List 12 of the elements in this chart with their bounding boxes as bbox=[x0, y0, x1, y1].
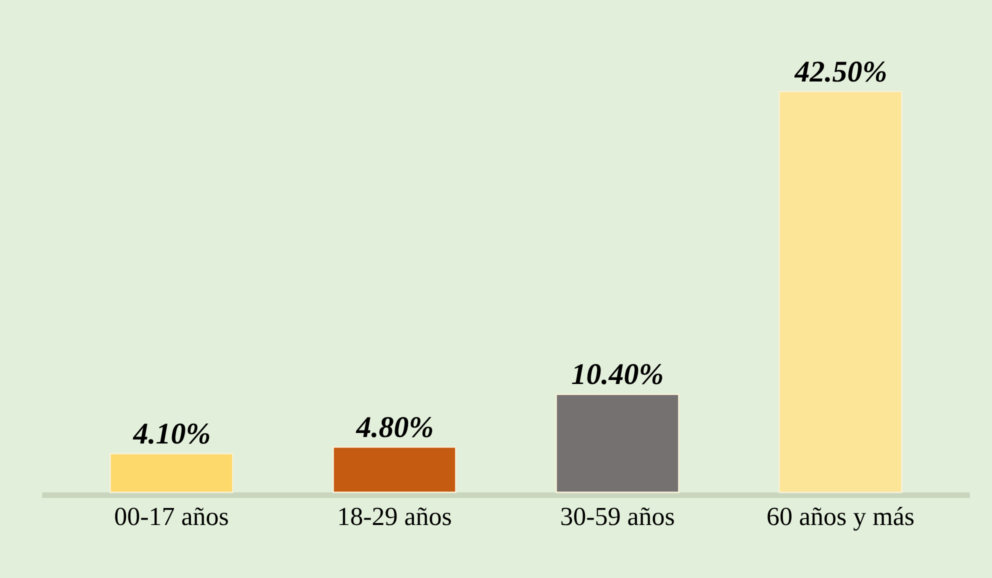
x-tick-label: 30-59 años bbox=[560, 502, 675, 531]
data-label: 42.50% bbox=[794, 55, 888, 88]
x-tick-label: 60 años y más bbox=[766, 502, 915, 531]
data-label: 10.40% bbox=[571, 358, 664, 392]
bar bbox=[555, 393, 680, 494]
data-label: 4.10% bbox=[132, 418, 211, 451]
bar bbox=[778, 90, 903, 494]
x-tick-label: 18-29 años bbox=[337, 502, 452, 531]
bar bbox=[109, 452, 234, 494]
x-tick-label: 00-17 años bbox=[114, 502, 229, 531]
data-label: 4.80% bbox=[355, 411, 434, 444]
bar bbox=[332, 446, 457, 494]
